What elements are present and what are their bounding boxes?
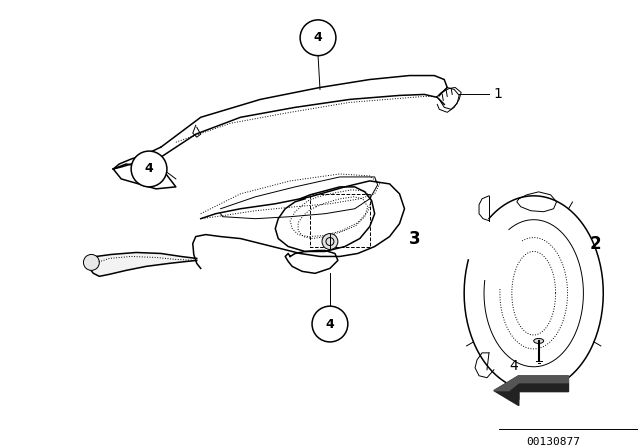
Circle shape bbox=[312, 306, 348, 342]
Text: 4: 4 bbox=[509, 359, 518, 373]
Polygon shape bbox=[494, 376, 568, 391]
Text: 1: 1 bbox=[493, 87, 502, 101]
Polygon shape bbox=[90, 253, 196, 276]
Circle shape bbox=[83, 254, 99, 270]
Text: 3: 3 bbox=[408, 229, 420, 248]
Polygon shape bbox=[509, 383, 568, 400]
Text: 4: 4 bbox=[145, 163, 154, 176]
Circle shape bbox=[300, 20, 336, 56]
Polygon shape bbox=[494, 376, 519, 405]
Text: 00130877: 00130877 bbox=[527, 437, 580, 448]
Circle shape bbox=[322, 233, 338, 250]
Ellipse shape bbox=[534, 338, 543, 344]
Text: 2: 2 bbox=[589, 235, 601, 253]
Text: 4: 4 bbox=[326, 318, 334, 331]
Circle shape bbox=[131, 151, 167, 187]
Text: 4: 4 bbox=[314, 31, 323, 44]
